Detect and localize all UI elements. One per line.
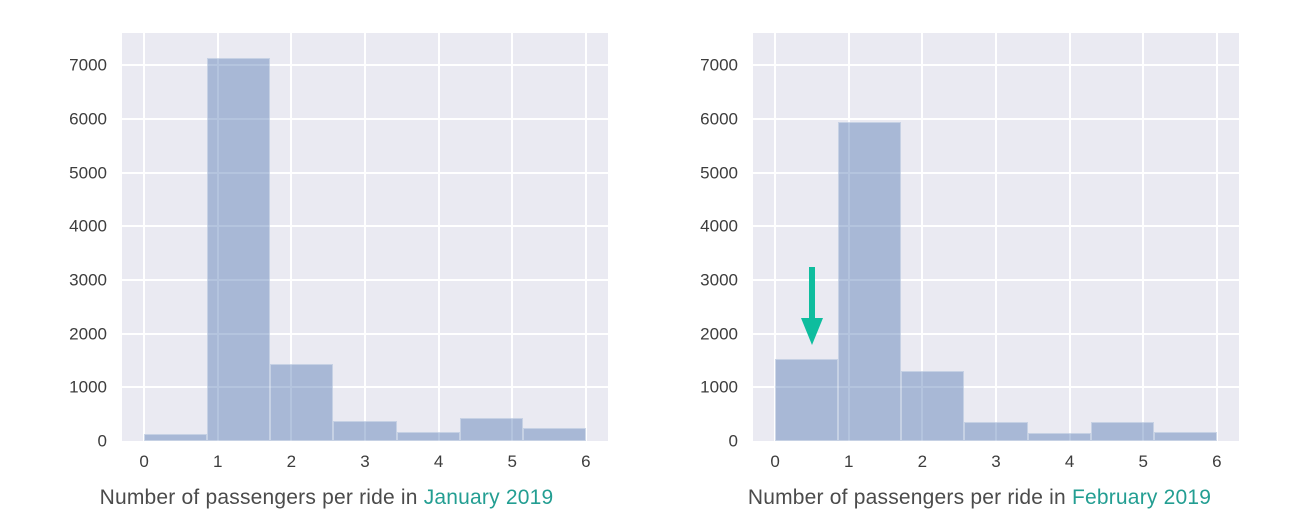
caption-january-text: Number of passengers per ride in (99, 486, 424, 509)
caption-january: Number of passengers per ride in January… (0, 486, 653, 510)
x-axis-tick-label: 4 (1064, 452, 1075, 471)
gridline-vertical (1142, 33, 1145, 441)
x-axis-tick-label: 5 (507, 452, 517, 471)
histogram-bar (901, 370, 965, 441)
x-axis-tick-label: 1 (843, 452, 854, 471)
gridline-vertical (364, 33, 366, 441)
caption-february-text: Number of passengers per ride in (747, 486, 1072, 509)
y-axis-tick-label: 6000 (700, 109, 738, 129)
y-axis-tick-label: 5000 (700, 163, 738, 183)
subplot-january: 0 1000 2000 3000 4000 5000 6000 7000 0 1 2 3 4 5 6 Num… (0, 33, 653, 510)
arrow-stem (808, 266, 815, 319)
annotation-arrow-down-icon (800, 266, 823, 346)
histogram-bar (270, 363, 334, 441)
x-axis-tick-label: 2 (286, 452, 297, 471)
gridline-vertical (437, 33, 440, 441)
y-axis-tick-label: 2000 (700, 324, 738, 344)
histogram-bar (775, 358, 839, 441)
x-axis-tick-label: 1 (212, 452, 223, 471)
x-axis-tick-label: 3 (360, 452, 370, 471)
y-axis-tick-label: 4000 (69, 216, 107, 236)
histogram-bar (144, 434, 208, 441)
caption-january-highlight: January 2019 (423, 486, 554, 509)
gridline-vertical (143, 33, 146, 441)
y-axis-tick-label: 7000 (700, 55, 738, 75)
y-axis-tick-label: 7000 (69, 55, 107, 75)
gridline-vertical (995, 33, 997, 441)
gridline-vertical (511, 33, 514, 441)
gridline-vertical (1068, 33, 1071, 441)
x-axis-tick-label: 3 (991, 452, 1001, 471)
histogram-bar (396, 432, 460, 441)
y-axis-tick-label: 2000 (69, 324, 107, 344)
histogram-bar (1153, 431, 1217, 441)
x-axis-tick-label: 4 (433, 452, 444, 471)
subplot-february: 0 1000 2000 3000 4000 5000 6000 7000 0 1 2 3 4 5 6 Num… (653, 0, 1306, 532)
gridline-vertical (290, 33, 293, 441)
x-axis-tick-label: 5 (1138, 452, 1148, 471)
x-axis-tick-label: 2 (917, 452, 928, 471)
x-axis-tick-label: 0 (139, 452, 149, 471)
x-axis-tick-label: 6 (1212, 452, 1222, 471)
histogram-bar (459, 418, 523, 441)
gridline-vertical (584, 33, 587, 441)
y-axis-tick-label: 5000 (69, 163, 107, 183)
histogram-bar (1027, 433, 1091, 441)
gridline-vertical (921, 33, 924, 441)
arrow-head (800, 318, 823, 346)
x-axis-tick-label: 6 (581, 452, 591, 471)
histogram-bar (207, 58, 271, 441)
gridline-vertical (1215, 33, 1218, 441)
y-axis-tick-label: 3000 (69, 270, 107, 290)
y-axis-tick-label: 0 (97, 431, 107, 451)
x-axis-tick-label: 0 (770, 452, 780, 471)
y-axis-tick-label: 1000 (69, 377, 107, 397)
gridline-vertical (774, 33, 777, 441)
histogram-bar (964, 422, 1028, 441)
y-axis-tick-label: 3000 (700, 270, 738, 290)
histogram-bar (1090, 422, 1154, 441)
y-axis-tick-label: 6000 (69, 109, 107, 129)
plot-area-february: 0 1000 2000 3000 4000 5000 6000 7000 0 1 2 3 4 5 6 (700, 33, 1239, 470)
y-axis-tick-label: 0 (728, 431, 738, 451)
caption-february: Number of passengers per ride in Februar… (653, 486, 1306, 510)
histogram-bar (333, 421, 397, 441)
gridline-vertical (847, 33, 850, 441)
plot-canvas-february (753, 33, 1239, 441)
plot-canvas-january (122, 33, 608, 441)
histogram-bar (522, 427, 586, 441)
plot-area-january: 0 1000 2000 3000 4000 5000 6000 7000 0 1 2 3 4 5 6 (69, 33, 608, 470)
histogram-bar (838, 121, 902, 441)
y-axis-tick-label: 1000 (700, 377, 738, 397)
caption-february-highlight: February 2019 (1071, 486, 1212, 509)
gridline-vertical (216, 33, 219, 441)
y-axis-tick-label: 4000 (700, 216, 738, 236)
